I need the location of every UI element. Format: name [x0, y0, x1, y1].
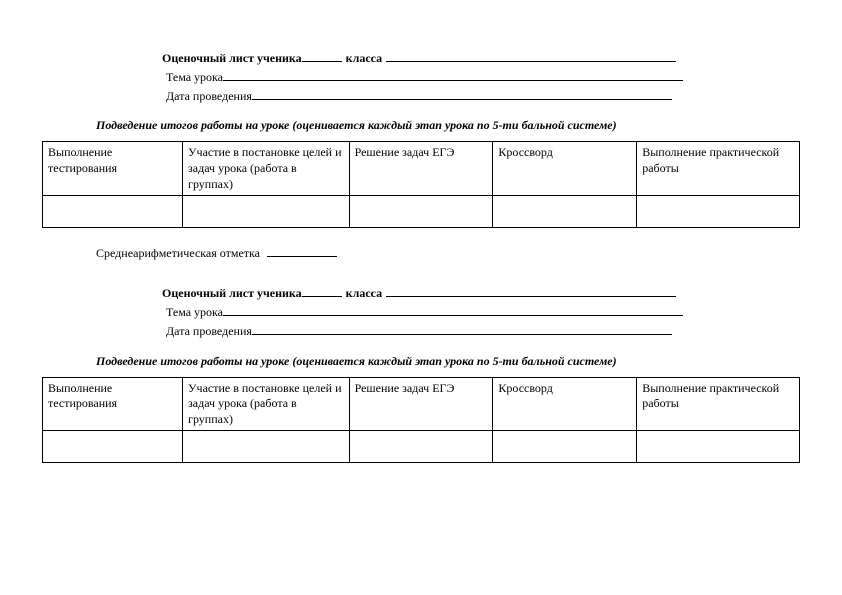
cell[interactable] [43, 196, 183, 228]
col-header: Кроссворд [493, 142, 637, 196]
topic-label: Тема урока [162, 69, 223, 86]
col-header: Решение задач ЕГЭ [349, 377, 493, 431]
blank-topic-2[interactable] [223, 304, 683, 316]
title-line-1: Оценочный лист ученика класса [162, 50, 800, 67]
eval-table-2: Выполнение тестирования Участие в постан… [42, 377, 800, 464]
col-header: Кроссворд [493, 377, 637, 431]
col-header: Участие в постановке целей и задач урока… [183, 142, 350, 196]
header-block-2: Оценочный лист ученика класса Тема урока… [162, 285, 800, 339]
col-header: Выполнение тестирования [43, 142, 183, 196]
blank-date-2[interactable] [252, 323, 672, 335]
col-header: Выполнение практической работы [637, 142, 800, 196]
page: Оценочный лист ученика класса Тема урока… [0, 0, 842, 483]
title-mid: класса [342, 285, 386, 302]
col-header: Решение задач ЕГЭ [349, 142, 493, 196]
topic-label: Тема урока [162, 304, 223, 321]
subtitle-2: Подведение итогов работы на уроке (оцени… [96, 354, 800, 369]
header-block-1: Оценочный лист ученика класса Тема урока… [162, 50, 800, 104]
date-line-1: Дата проведения [162, 88, 800, 105]
cell[interactable] [493, 196, 637, 228]
col-header: Выполнение тестирования [43, 377, 183, 431]
subtitle-1: Подведение итогов работы на уроке (оцени… [96, 118, 800, 133]
table-row [43, 431, 800, 463]
eval-table-1: Выполнение тестирования Участие в постан… [42, 141, 800, 228]
blank-class-1[interactable] [386, 50, 676, 62]
cell[interactable] [637, 196, 800, 228]
avg-label: Среднеарифметическая отметка [96, 246, 260, 260]
topic-line-2: Тема урока [162, 304, 800, 321]
title-line-2: Оценочный лист ученика класса [162, 285, 800, 302]
cell[interactable] [183, 196, 350, 228]
cell[interactable] [493, 431, 637, 463]
cell[interactable] [637, 431, 800, 463]
blank-student-2[interactable] [302, 285, 342, 297]
table-row [43, 196, 800, 228]
table-header-row: Выполнение тестирования Участие в постан… [43, 142, 800, 196]
blank-date-1[interactable] [252, 88, 672, 100]
blank-topic-1[interactable] [223, 69, 683, 81]
col-header: Выполнение практической работы [637, 377, 800, 431]
date-label: Дата проведения [162, 88, 252, 105]
avg-line-1: Среднеарифметическая отметка [96, 246, 800, 261]
col-header: Участие в постановке целей и задач урока… [183, 377, 350, 431]
table-header-row: Выполнение тестирования Участие в постан… [43, 377, 800, 431]
blank-class-2[interactable] [386, 285, 676, 297]
title-prefix: Оценочный лист ученика [162, 285, 302, 302]
title-mid: класса [342, 50, 386, 67]
date-label: Дата проведения [162, 323, 252, 340]
title-prefix: Оценочный лист ученика [162, 50, 302, 67]
date-line-2: Дата проведения [162, 323, 800, 340]
cell[interactable] [349, 196, 493, 228]
blank-student-1[interactable] [302, 50, 342, 62]
topic-line-1: Тема урока [162, 69, 800, 86]
cell[interactable] [349, 431, 493, 463]
cell[interactable] [183, 431, 350, 463]
cell[interactable] [43, 431, 183, 463]
blank-avg-1[interactable] [267, 246, 337, 257]
